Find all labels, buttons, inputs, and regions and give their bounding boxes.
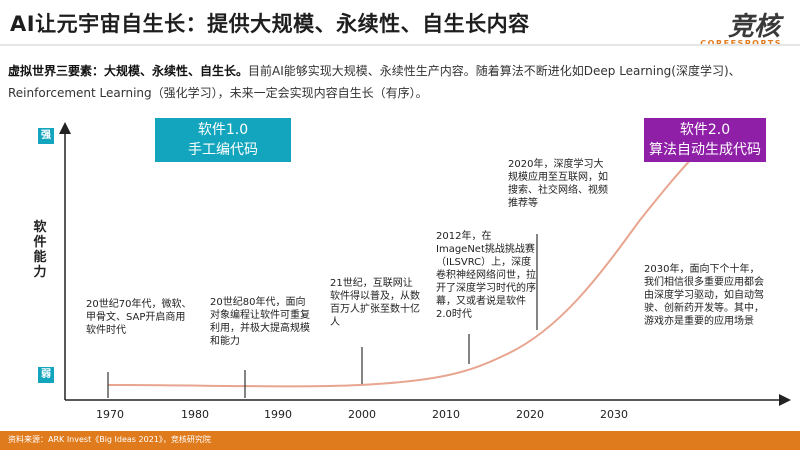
intro-paragraph: 虚拟世界三要素：大规模、永续性、自生长。目前AI能够实现大规模、永续性生产内容。…	[8, 60, 798, 104]
x-tick-2030: 2030	[600, 408, 628, 421]
milestone-note-1986: 20世纪80年代，面向对象编程让软件可重复利用，并极大提高规模和能力	[210, 297, 310, 347]
y-axis-label: 软件能力	[33, 220, 47, 280]
page-title: AI让元宇宙自生长：提供大规模、永续性、自生长内容	[10, 12, 530, 36]
software-2-title: 软件2.0	[679, 122, 731, 138]
milestone-note-2000: 21世纪，互联网让软件得以普及，从数百万人扩张至数十亿人	[330, 278, 420, 328]
milestone-note-1970: 20世纪70年代，微软、甲骨文、SAP开启商用软件时代	[86, 299, 192, 336]
software-1-subtitle: 手工编代码	[188, 142, 258, 158]
x-tick-1980: 1980	[181, 408, 209, 421]
software-1-title: 软件1.0	[197, 122, 249, 138]
software-2-box: 软件2.0 算法自动生成代码	[644, 118, 766, 162]
x-tick-2010: 2010	[432, 408, 460, 421]
intro-body: 目前AI能够实现大规模、永续性生产内容。随着算法不断进化如Deep Learni…	[8, 64, 741, 100]
milestone-note-2020: 2020年，深度学习大规模应用至互联网，如搜索、社交网络、视频推荐等	[508, 159, 608, 209]
growth-curve	[107, 149, 701, 388]
software-1-box: 软件1.0 手工编代码	[155, 118, 291, 162]
software-2-subtitle: 算法自动生成代码	[649, 142, 761, 158]
source-text: 资料来源：ARK Invest《Big Ideas 2021》，竞核研究院	[8, 435, 211, 444]
intro-lead: 虚拟世界三要素：大规模、永续性、自生长。	[8, 64, 249, 78]
logo-mark: 竞核	[727, 12, 780, 42]
weak-tag: 弱	[38, 367, 54, 383]
strong-tag: 强	[38, 128, 54, 144]
source-bar: 资料来源：ARK Invest《Big Ideas 2021》，竞核研究院	[0, 431, 800, 450]
milestone-note-2030: 2030年，面向下个十年，我们相信很多重要应用都会由深度学习驱动，如自动驾驶、创…	[644, 264, 764, 327]
x-tick-1970: 1970	[96, 408, 124, 421]
logo-subtext: COREESPORTS	[700, 39, 782, 48]
x-tick-1990: 1990	[264, 408, 292, 421]
milestone-note-2012: 2012年，在ImageNet挑战挑战赛（ILSVRC）上，深度卷积神经网络问世…	[436, 231, 536, 320]
x-tick-2000: 2000	[348, 408, 376, 421]
brand-logo: 竞核 COREESPORTS	[700, 6, 786, 54]
title-divider	[0, 44, 800, 46]
x-tick-2020: 2020	[516, 408, 544, 421]
